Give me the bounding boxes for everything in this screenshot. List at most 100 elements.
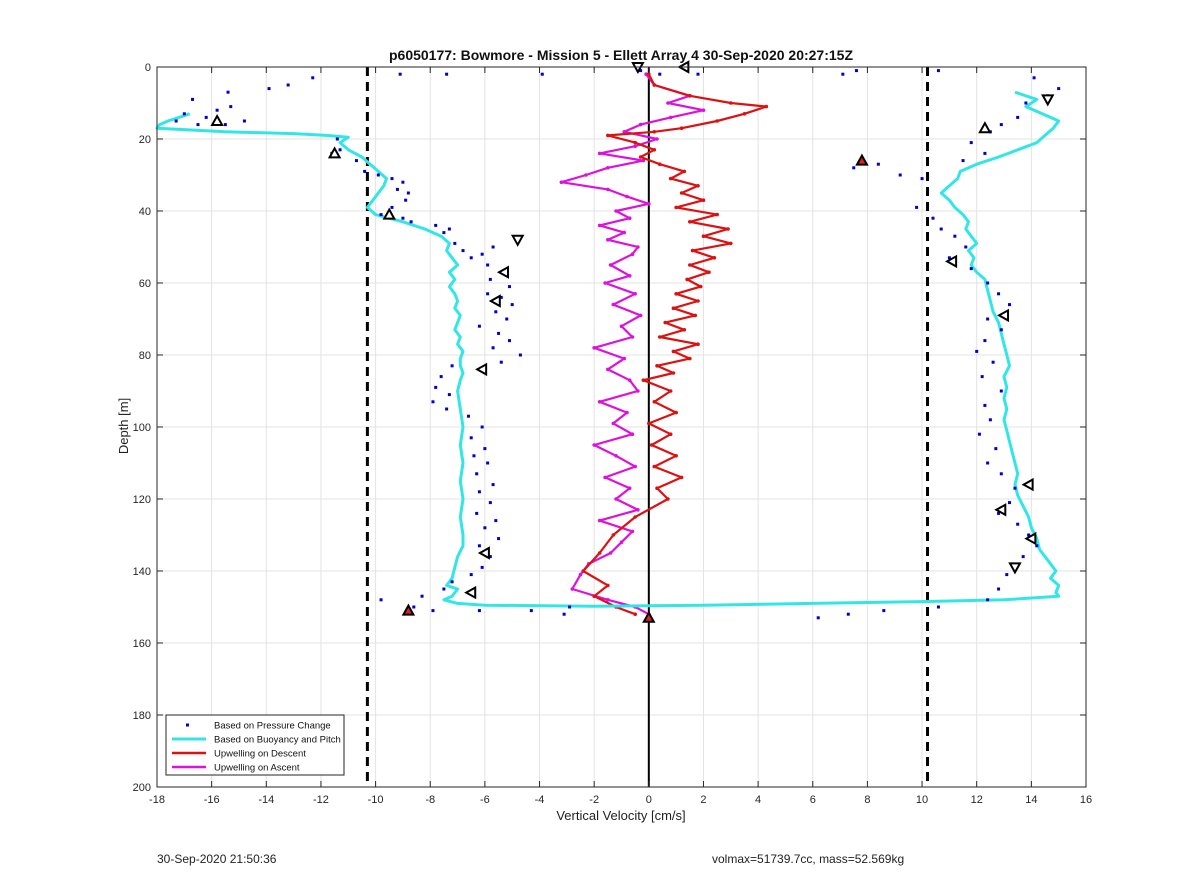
pressure-point bbox=[488, 277, 492, 281]
pressure-point bbox=[494, 310, 498, 314]
descent-line-point bbox=[671, 371, 676, 375]
ascent-line-point bbox=[597, 518, 602, 523]
pressure-point bbox=[204, 115, 208, 119]
descent-line-point bbox=[728, 241, 733, 246]
pressure-point bbox=[486, 292, 490, 296]
descent-line-point bbox=[674, 410, 678, 415]
pressure-point bbox=[961, 159, 965, 163]
pressure-point bbox=[1005, 573, 1009, 577]
x-tick-label: 4 bbox=[755, 794, 761, 806]
ascent-line-point bbox=[630, 432, 635, 437]
pressure-point bbox=[986, 317, 990, 321]
triangle-marker bbox=[978, 121, 992, 134]
descent-line-point bbox=[742, 112, 747, 116]
legend: Based on Pressure Change Based on Buoyanc… bbox=[165, 714, 345, 776]
pressure-point bbox=[999, 389, 1003, 393]
descent-line-point bbox=[715, 212, 719, 217]
descent-line-point bbox=[679, 475, 684, 480]
ascent-line-point bbox=[570, 587, 575, 591]
x-tick-label: -10 bbox=[368, 794, 384, 806]
pressure-point bbox=[242, 119, 246, 123]
descent-line-point bbox=[657, 335, 662, 339]
pressure-point bbox=[983, 403, 987, 407]
ascent-line-point bbox=[633, 292, 637, 296]
ascent-line bbox=[560, 73, 705, 616]
ascent-line-point bbox=[614, 497, 618, 501]
pressure-point bbox=[338, 148, 342, 152]
pressure-point bbox=[568, 605, 572, 609]
descent-line-point bbox=[597, 551, 602, 555]
pressure-point bbox=[223, 123, 227, 127]
pressure-point bbox=[529, 609, 533, 613]
pressure-point bbox=[507, 339, 511, 343]
descent-line-point bbox=[592, 594, 596, 598]
pressure-point bbox=[876, 162, 880, 166]
triangle-marker bbox=[1041, 94, 1055, 107]
triangle-marker bbox=[1021, 477, 1034, 492]
descent-line-point bbox=[715, 119, 719, 123]
pressure-point bbox=[997, 292, 1001, 296]
descent-line-point bbox=[712, 255, 717, 260]
pressure-point bbox=[363, 169, 367, 173]
pressure-point bbox=[494, 519, 498, 523]
ascent-line-point bbox=[603, 281, 607, 285]
descent-line-point bbox=[641, 378, 646, 383]
pressure-point bbox=[395, 187, 399, 191]
ascent-line-point bbox=[655, 137, 659, 141]
pressure-point bbox=[975, 349, 979, 353]
x-tick-label: -4 bbox=[535, 794, 545, 806]
ascent-line-point bbox=[701, 108, 706, 112]
pressure-point bbox=[491, 483, 495, 487]
ascent-line-point bbox=[636, 245, 640, 249]
descent-line-point bbox=[633, 140, 637, 145]
descent-line-point bbox=[655, 486, 659, 491]
pressure-point bbox=[931, 216, 935, 220]
y-axis-label: Depth [m] bbox=[116, 398, 131, 454]
x-tick-label: 12 bbox=[971, 794, 983, 806]
descent-line-point bbox=[701, 234, 706, 238]
x-tick-label: 14 bbox=[1025, 794, 1037, 806]
pressure-point bbox=[477, 324, 481, 328]
ascent-line-point bbox=[614, 209, 618, 213]
ascent-line-point bbox=[622, 230, 627, 235]
pressure-point bbox=[406, 191, 410, 195]
pressure-point bbox=[1007, 303, 1011, 307]
triangle-marker bbox=[327, 146, 342, 159]
descent-line-point bbox=[606, 583, 610, 588]
pressure-point bbox=[475, 472, 479, 476]
pressure-point bbox=[980, 375, 984, 379]
ascent-line-point bbox=[597, 400, 602, 404]
pressure-point bbox=[936, 605, 940, 609]
triangle-marker bbox=[488, 294, 501, 308]
descent-line-point bbox=[652, 148, 657, 152]
x-tick-label: -16 bbox=[204, 794, 220, 806]
descent-line-point bbox=[688, 356, 692, 361]
y-tick-label: 200 bbox=[133, 782, 151, 794]
pressure-point bbox=[997, 511, 1001, 515]
pressure-point bbox=[229, 105, 233, 109]
ascent-line-point bbox=[592, 443, 596, 447]
x-tick-label: 0 bbox=[646, 794, 652, 806]
pressure-point bbox=[439, 375, 443, 379]
pressure-point bbox=[898, 173, 902, 177]
ascent-line-point bbox=[644, 72, 648, 76]
pressure-point bbox=[999, 328, 1003, 332]
y-tick-label: 80 bbox=[139, 350, 151, 362]
pressure-point bbox=[1057, 87, 1061, 91]
pressure-point bbox=[431, 609, 435, 613]
pressure-point bbox=[1016, 115, 1020, 119]
ascent-line-point bbox=[608, 551, 613, 555]
ascent-line-point bbox=[641, 158, 646, 163]
ascent-line-point bbox=[606, 367, 610, 372]
pressure-point bbox=[1027, 533, 1031, 537]
pressure-point bbox=[354, 159, 358, 163]
pressure-point bbox=[174, 119, 178, 123]
pressure-point bbox=[475, 511, 479, 515]
ascent-line-point bbox=[627, 486, 632, 491]
pressure-point bbox=[477, 544, 481, 548]
y-tick-label: 100 bbox=[133, 422, 151, 434]
pressure-point bbox=[431, 400, 435, 404]
pressure-point bbox=[499, 360, 503, 364]
x-tick-label: -12 bbox=[313, 794, 329, 806]
ascent-line-point bbox=[578, 572, 583, 577]
